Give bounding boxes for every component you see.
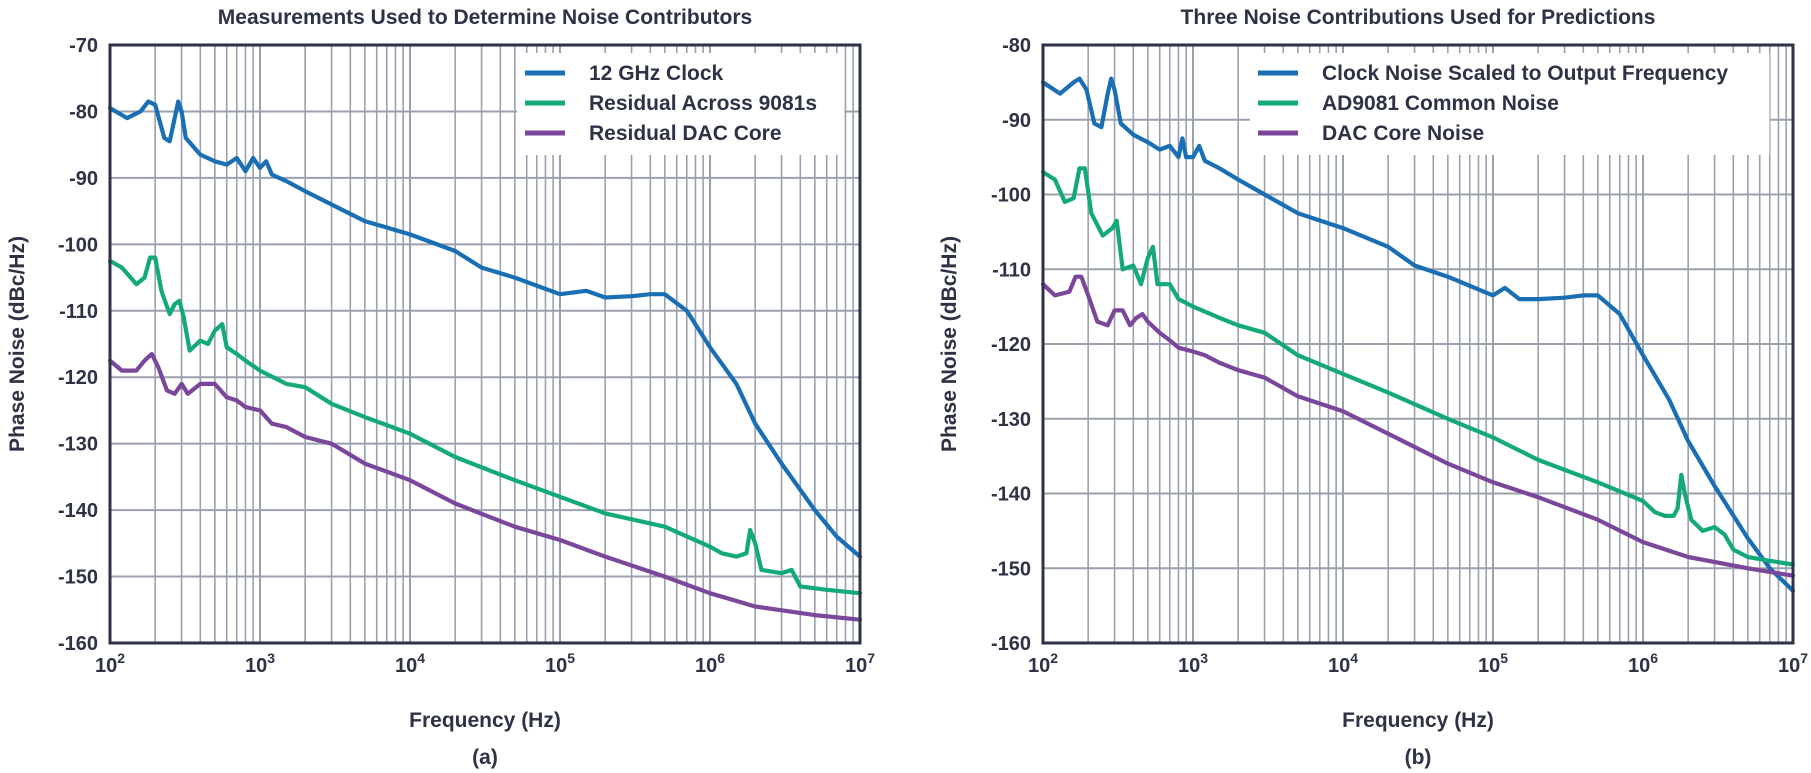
- x-tick-label: 107: [845, 650, 875, 677]
- legend-label: AD9081 Common Noise: [1322, 92, 1559, 115]
- x-tick-exponent: 7: [1800, 650, 1808, 666]
- series-line-1: [107, 99, 863, 559]
- x-tick-label: 103: [1178, 650, 1208, 677]
- x-tick-base: 10: [695, 655, 717, 677]
- x-tick-exponent: 6: [1650, 650, 1658, 666]
- y-tick-label: -150: [991, 558, 1031, 580]
- x-tick-exponent: 7: [867, 650, 875, 666]
- x-tick-label: 106: [1628, 650, 1658, 677]
- series-line-2: [107, 255, 863, 596]
- plot-frame: [1041, 43, 1795, 645]
- y-tick-label: -100: [991, 185, 1031, 207]
- series-line-2: [1040, 166, 1796, 567]
- x-tick-label: 107: [1778, 650, 1808, 677]
- y-tick-label: -130: [58, 434, 98, 456]
- x-tick-exponent: 2: [117, 650, 125, 666]
- legend: 12 GHz Clock Residual Across 9081s Residua…: [517, 53, 845, 155]
- x-tick-exponent: 5: [1500, 650, 1508, 666]
- x-tick-base: 10: [245, 655, 267, 677]
- x-tick-base: 10: [1178, 655, 1200, 677]
- x-tick-base: 10: [545, 655, 567, 677]
- chart-a: Measurements Used to Determine Noise Con…: [6, 6, 875, 769]
- legend-label: Clock Noise Scaled to Output Frequency: [1322, 62, 1728, 85]
- series-line-1: [1040, 76, 1796, 593]
- legend-background: [517, 53, 845, 155]
- legend-label: DAC Core Noise: [1322, 122, 1484, 145]
- x-tick-label: 106: [695, 650, 725, 677]
- x-tick-label: 104: [395, 650, 425, 677]
- panel-label: (a): [472, 746, 498, 769]
- x-tick-exponent: 2: [1050, 650, 1058, 666]
- x-tick-base: 10: [1778, 655, 1800, 677]
- x-tick-base: 10: [1028, 655, 1050, 677]
- x-tick-base: 10: [1628, 655, 1650, 677]
- y-tick-label: -100: [58, 234, 98, 256]
- y-tick-label: -130: [991, 409, 1031, 431]
- y-tick-label: -90: [69, 168, 98, 190]
- y-tick-label: -150: [58, 567, 98, 589]
- x-tick-label: 102: [95, 650, 125, 677]
- y-tick-label: -140: [58, 500, 98, 522]
- y-tick-label: -90: [1002, 110, 1031, 132]
- x-tick-label: 105: [1478, 650, 1508, 677]
- legend: Clock Noise Scaled to Output Frequency AD…: [1250, 53, 1770, 155]
- x-tick-label: 105: [545, 650, 575, 677]
- y-axis-label: Phase Noise (dBc/Hz): [938, 236, 961, 452]
- legend-label: 12 GHz Clock: [589, 62, 724, 85]
- x-axis-label: Frequency (Hz): [409, 709, 561, 732]
- x-tick-exponent: 6: [717, 650, 725, 666]
- x-tick-exponent: 4: [1350, 650, 1358, 666]
- x-tick-base: 10: [1328, 655, 1350, 677]
- y-tick-label: -80: [69, 101, 98, 123]
- plot-frame: [108, 43, 862, 645]
- y-tick-label: -160: [991, 633, 1031, 655]
- y-tick-label: -160: [58, 633, 98, 655]
- x-tick-label: 102: [1028, 650, 1058, 677]
- x-tick-exponent: 5: [567, 650, 575, 666]
- x-tick-base: 10: [1478, 655, 1500, 677]
- y-axis-label: Phase Noise (dBc/Hz): [6, 236, 29, 452]
- chart-b: Three Noise Contributions Used for Predi…: [938, 6, 1808, 769]
- x-tick-exponent: 4: [417, 650, 425, 666]
- panel-label: (b): [1405, 746, 1432, 769]
- y-tick-label: -70: [69, 35, 98, 57]
- chart-title: Measurements Used to Determine Noise Con…: [218, 6, 752, 29]
- legend-label: Residual Across 9081s: [589, 92, 817, 115]
- y-tick-label: -140: [991, 484, 1031, 506]
- series-line-3: [1040, 274, 1796, 578]
- chart-title: Three Noise Contributions Used for Predi…: [1181, 6, 1656, 29]
- legend-background: [1250, 53, 1770, 155]
- y-tick-label: -120: [991, 334, 1031, 356]
- x-tick-exponent: 3: [267, 650, 275, 666]
- y-tick-label: -110: [59, 301, 98, 323]
- x-tick-label: 103: [245, 650, 275, 677]
- legend-label: Residual DAC Core: [589, 122, 782, 145]
- y-tick-label: -80: [1002, 35, 1031, 57]
- y-tick-label: -120: [58, 367, 98, 389]
- x-tick-exponent: 3: [1200, 650, 1208, 666]
- x-tick-base: 10: [845, 655, 867, 677]
- x-axis-label: Frequency (Hz): [1342, 709, 1494, 732]
- series-line-3: [107, 351, 863, 622]
- x-tick-base: 10: [395, 655, 417, 677]
- x-tick-label: 104: [1328, 650, 1358, 677]
- x-tick-base: 10: [95, 655, 117, 677]
- y-tick-label: -110: [992, 259, 1031, 281]
